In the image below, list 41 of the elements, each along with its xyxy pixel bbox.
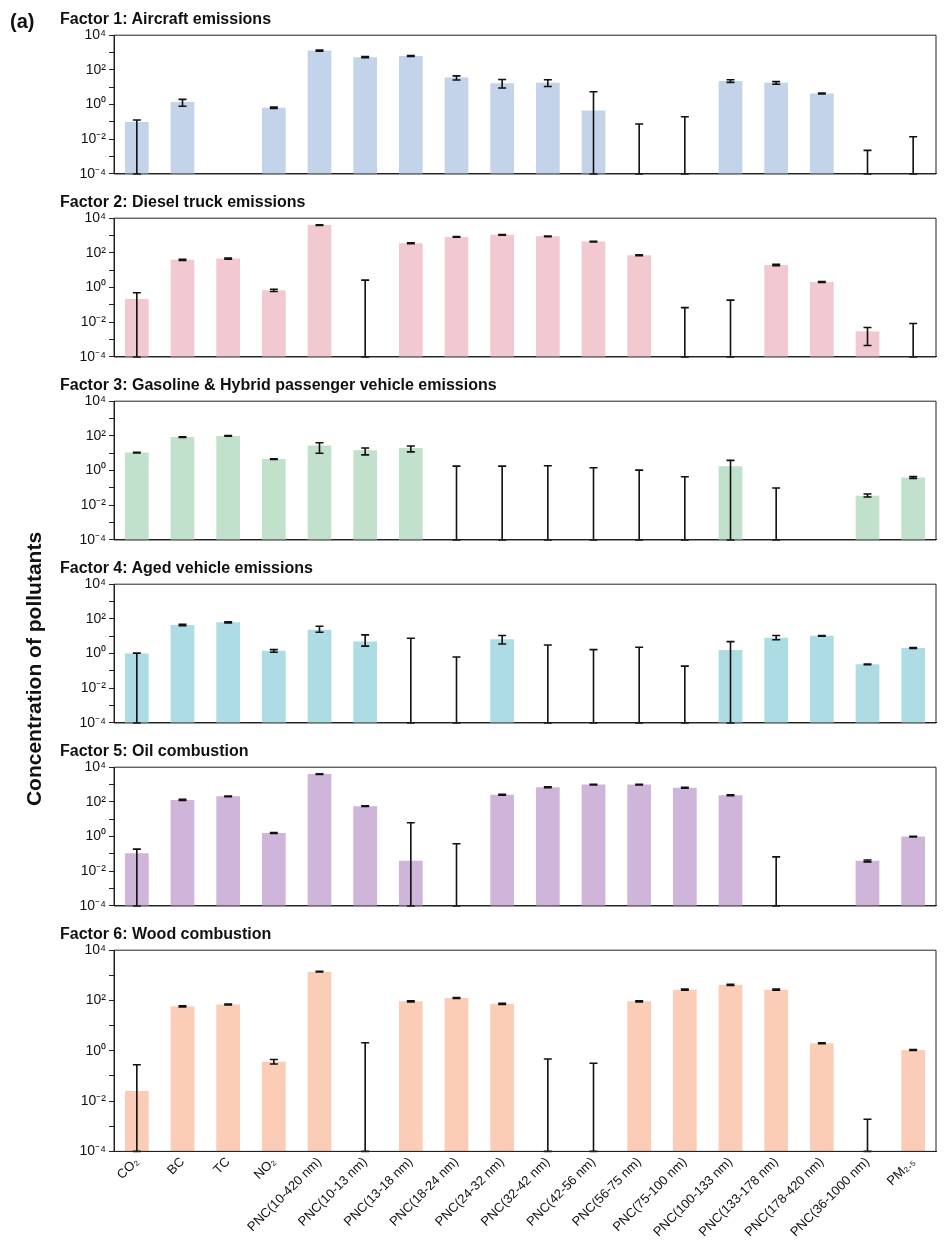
- x-tick-label: BC: [163, 1153, 188, 1178]
- chart-title: Factor 1: Aircraft emissions: [60, 10, 272, 28]
- y-tick-label: 10⁻²: [80, 862, 107, 879]
- chart-title: Factor 6: Wood combustion: [60, 925, 272, 943]
- text: (a): [10, 10, 35, 33]
- y-tick-label: 10⁴: [84, 758, 106, 775]
- y-tick-label: 10⁰: [85, 461, 106, 478]
- y-tick-label: 10⁻⁴: [79, 1142, 106, 1159]
- y-tick-label: 10²: [85, 243, 107, 260]
- x-tick-label: TC: [209, 1153, 233, 1177]
- y-tick-label: 10⁻²: [80, 130, 107, 147]
- y-tick-label: 10⁴: [84, 26, 106, 43]
- y-tick-label: 10⁴: [84, 575, 106, 592]
- y-tick-label: 10⁻²: [80, 679, 107, 696]
- y-tick-label: 10⁻⁴: [79, 164, 106, 181]
- y-tick-label: 10²: [85, 991, 107, 1008]
- y-tick-label: 10⁻²: [80, 496, 107, 513]
- y-tick-label: 10⁻²: [80, 1091, 107, 1108]
- x-tick-label: CO₂: [113, 1153, 142, 1182]
- y-tick-label: 10⁴: [84, 392, 106, 409]
- y-tick-label: 10⁰: [85, 95, 106, 112]
- y-tick-label: 10⁴: [84, 209, 106, 226]
- y-tick-label: 10⁰: [85, 827, 106, 844]
- y-tick-label: 10⁻⁴: [79, 713, 106, 730]
- y-axis-title: Concentration of pollutants: [22, 531, 46, 806]
- chart-title: Factor 5: Oil combustion: [60, 742, 249, 760]
- y-tick-label: 10²: [85, 426, 107, 443]
- y-tick-label: 10⁻⁴: [79, 530, 106, 547]
- y-tick-label: 10⁰: [85, 1041, 106, 1058]
- y-tick-label: 10⁻²: [80, 313, 107, 330]
- y-tick-label: 10²: [85, 609, 107, 626]
- chart-title: Factor 3: Gasoline & Hybrid passenger vehicle emissions: [60, 376, 497, 394]
- y-tick-label: 10²: [85, 792, 107, 809]
- chart-title: Factor 2: Diesel truck emissions: [60, 193, 306, 211]
- chart-title: Factor 4: Aged vehicle emissions: [60, 559, 313, 577]
- y-tick-label: 10⁻⁴: [79, 347, 106, 364]
- y-tick-label: 10²: [85, 60, 107, 77]
- y-tick-label: 10⁰: [85, 644, 106, 661]
- y-tick-label: 10⁴: [84, 941, 106, 958]
- y-tick-label: 10⁻⁴: [79, 896, 106, 913]
- y-tick-label: 10⁰: [85, 278, 106, 295]
